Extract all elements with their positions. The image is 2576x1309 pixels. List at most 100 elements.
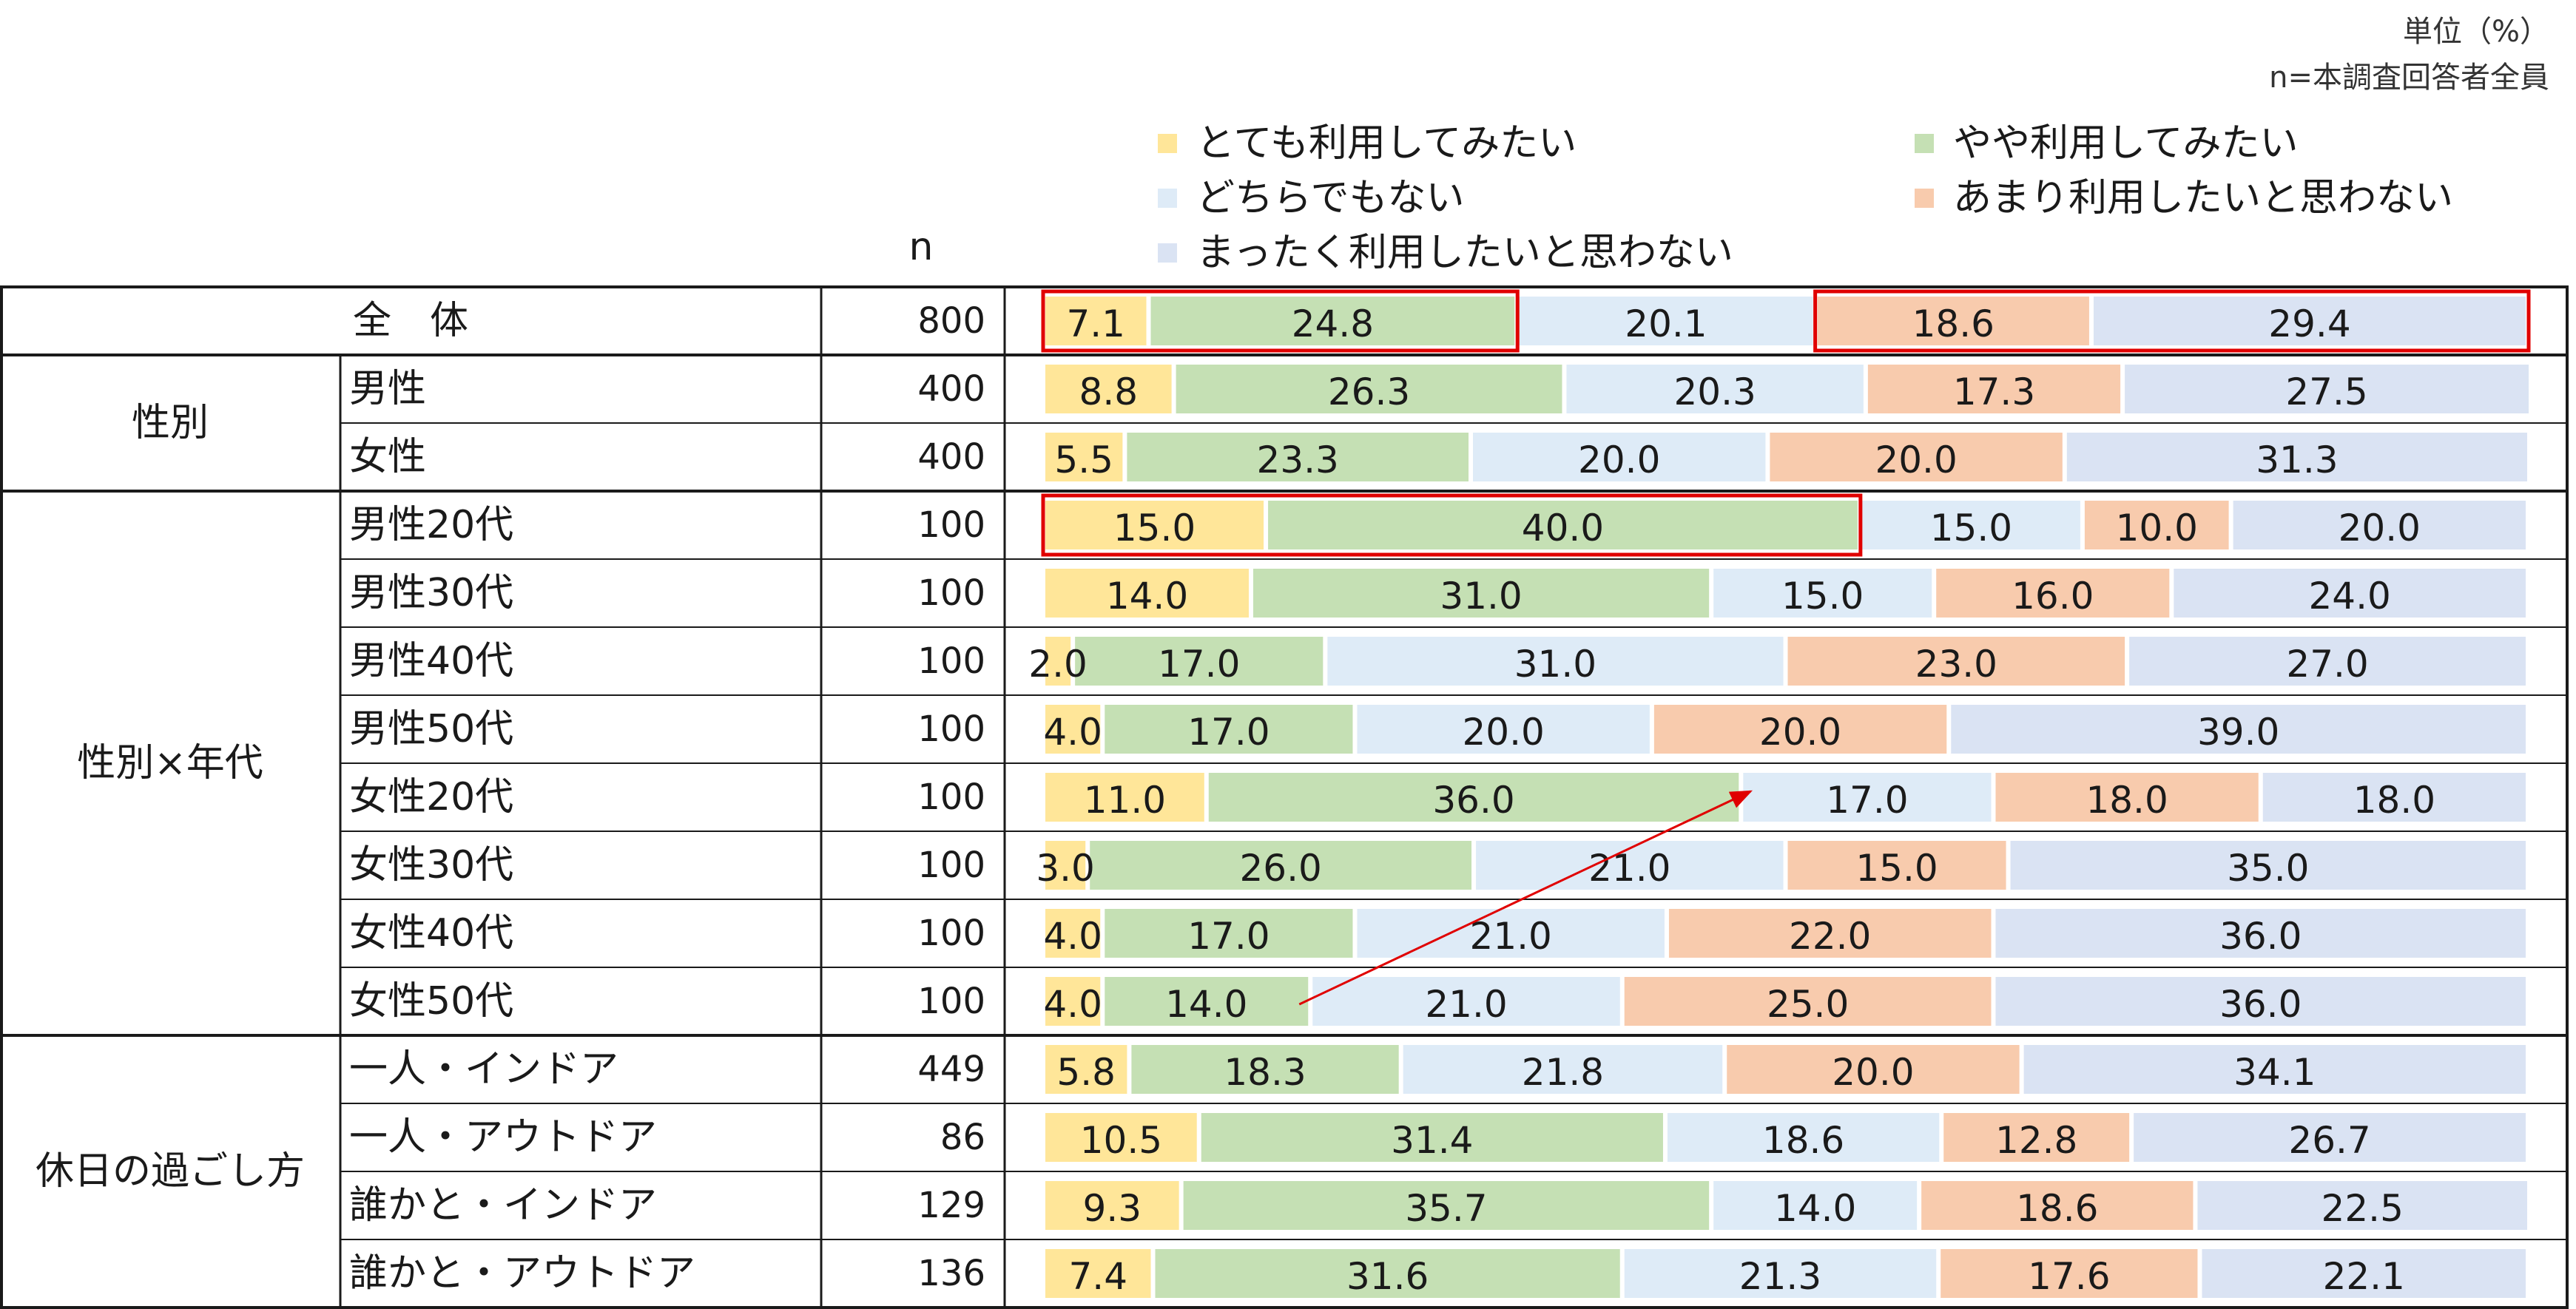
bar-segment [1208,773,1739,822]
data-label: 22.1 [2323,1255,2405,1298]
n-value: 136 [917,1253,985,1294]
data-label: 20.0 [1875,439,1957,481]
bar-segment [1667,1113,1940,1162]
n-value: 800 [917,300,985,342]
row-label: 男性50代 [349,707,513,751]
bar-segment [1817,297,2089,345]
bar-segment [1176,365,1562,413]
bar-segment [1045,637,1071,686]
row-label: 男性40代 [349,639,513,683]
legend-swatch [1158,134,1177,153]
bar-segment [1357,705,1650,754]
data-label: 21.0 [1588,847,1670,890]
data-label: 17.3 [1953,371,2035,413]
trend-arrow [1298,790,1753,1006]
row-label: 一人・アウトドア [349,1115,657,1160]
data-label: 14.0 [1774,1187,1856,1230]
data-label: 26.7 [2288,1119,2370,1162]
legend-label: あまり利用したいと思わない [1953,176,2454,220]
data-label: 27.5 [2285,371,2367,413]
data-label: 7.4 [1068,1255,1127,1298]
data-label: 5.5 [1054,439,1113,481]
row-label: 男性30代 [349,571,513,615]
data-label: 10.0 [2116,507,2198,549]
bar-segment [1155,1249,1620,1298]
data-label: 18.0 [2086,779,2168,822]
n-value: 100 [917,981,985,1022]
bar-segment [1105,977,1309,1026]
data-label: 4.0 [1043,711,1102,754]
table-grid [0,285,2569,1309]
legend-item: どちらでもない [1158,175,1464,222]
data-label: 34.1 [2233,1051,2316,1094]
data-label: 18.6 [1762,1119,1844,1162]
data-label: 21.0 [1425,983,1507,1026]
bar-segments [1045,297,2529,1298]
legend-item: やや利用してみたい [1915,120,2298,167]
bar-segment [1743,773,1992,822]
data-label: 24.0 [2308,575,2390,618]
bar-segment [2125,365,2529,413]
bar-segment [1045,909,1101,958]
bar-segment [1566,365,1864,413]
data-label: 31.0 [1514,643,1596,686]
data-label: 26.0 [1239,847,1321,890]
bar-segment [1312,977,1620,1026]
data-label: 39.0 [2197,711,2279,754]
legend-swatch [1915,134,1934,153]
n-value: 129 [917,1185,985,1226]
data-label: 18.0 [2353,779,2435,822]
bar-segment [1787,841,2006,890]
n-value: 100 [917,504,985,546]
bar-segment [1941,1249,2198,1298]
highlight-boxes [1041,289,2531,1006]
data-label: 20.3 [1674,371,1756,413]
bar-segment [1045,365,1172,413]
data-label: 22.5 [2322,1187,2404,1230]
bar-segment [1357,909,1665,958]
bar-segment [1105,909,1353,958]
bar-segment [1713,569,1932,618]
data-label: 23.3 [1257,439,1339,481]
bar-segment [1045,841,1086,890]
data-label: 18.3 [1224,1051,1306,1094]
data-label: 11.0 [1084,779,1166,822]
data-label: 22.0 [1789,915,1871,958]
legend-swatch [1158,189,1177,208]
bar-segment [1861,501,2080,549]
bar-segment [1624,1249,1937,1298]
bar-segment [2233,501,2526,549]
bar-segment [2129,637,2526,686]
group-label: 性別 [132,401,209,445]
row-label: 女性30代 [349,843,513,887]
bar-segment [2202,1249,2526,1298]
data-label: 26.3 [1328,371,1410,413]
bar-segment [2262,773,2526,822]
bar-segment [1519,297,1813,345]
bar-segment [1150,297,1515,345]
bar-segment [1252,569,1710,618]
data-label: 7.1 [1066,302,1125,345]
bar-segment [1045,569,1249,618]
data-label: 20.0 [2339,507,2421,549]
data-label: 15.0 [1855,847,1938,890]
highlight-box [1041,289,1520,353]
data-label: 31.0 [1440,575,1522,618]
data-label: 27.0 [2286,643,2368,686]
bar-segment [1995,773,2259,822]
data-label: 4.0 [1043,983,1102,1026]
data-label: 31.4 [1391,1119,1473,1162]
data-label: 24.8 [1292,302,1374,345]
bar-segment [1045,1045,1127,1094]
data-label: 35.0 [2227,847,2309,890]
row-label: 男性 [349,367,426,411]
data-label: 15.0 [1781,575,1864,618]
bar-segment [2066,433,2528,481]
bar-segment [1045,1113,1197,1162]
data-label: 31.6 [1346,1255,1429,1298]
n-value: 400 [917,368,985,410]
data-label: 12.8 [1995,1119,2077,1162]
legend-label: とても利用してみたい [1196,121,1577,166]
bar-segment [1105,705,1353,754]
data-label: 20.0 [1463,711,1545,754]
